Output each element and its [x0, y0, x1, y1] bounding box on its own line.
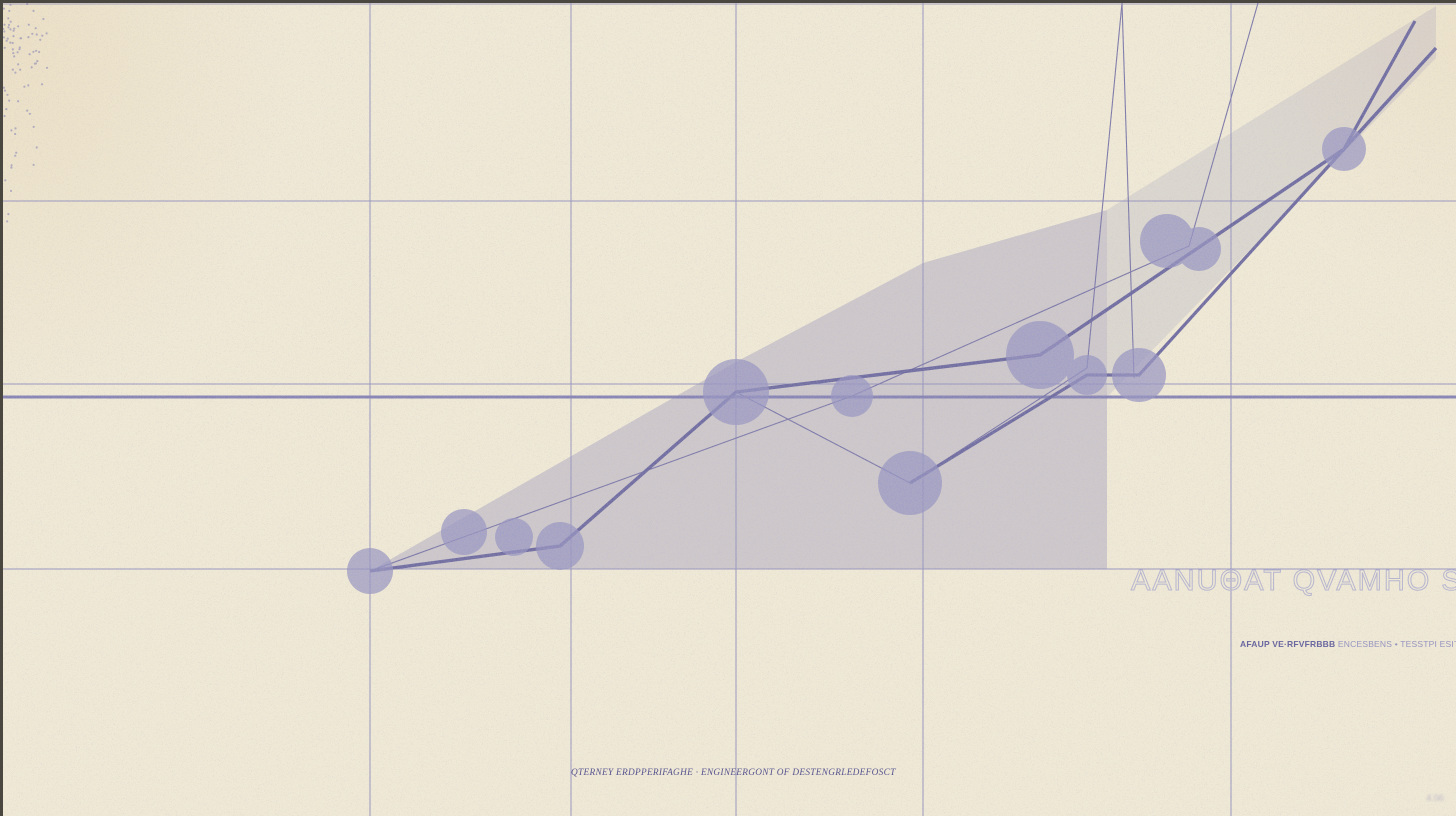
- svg-text:4.06: 4.06: [1426, 793, 1444, 803]
- svg-text:AFAUP VE·RFVFRBBB ENCESBENS •: AFAUP VE·RFVFRBBB ENCESBENS • TESSTPI ES…: [1240, 639, 1456, 649]
- svg-text:AANUΘAT QVAMHO SS: AANUΘAT QVAMHO SS: [1131, 565, 1456, 597]
- svg-text:QTERNEY ERDPPERIFAGHE · ENGINE: QTERNEY ERDPPERIFAGHE · ENGINEERGONT OF …: [571, 768, 896, 778]
